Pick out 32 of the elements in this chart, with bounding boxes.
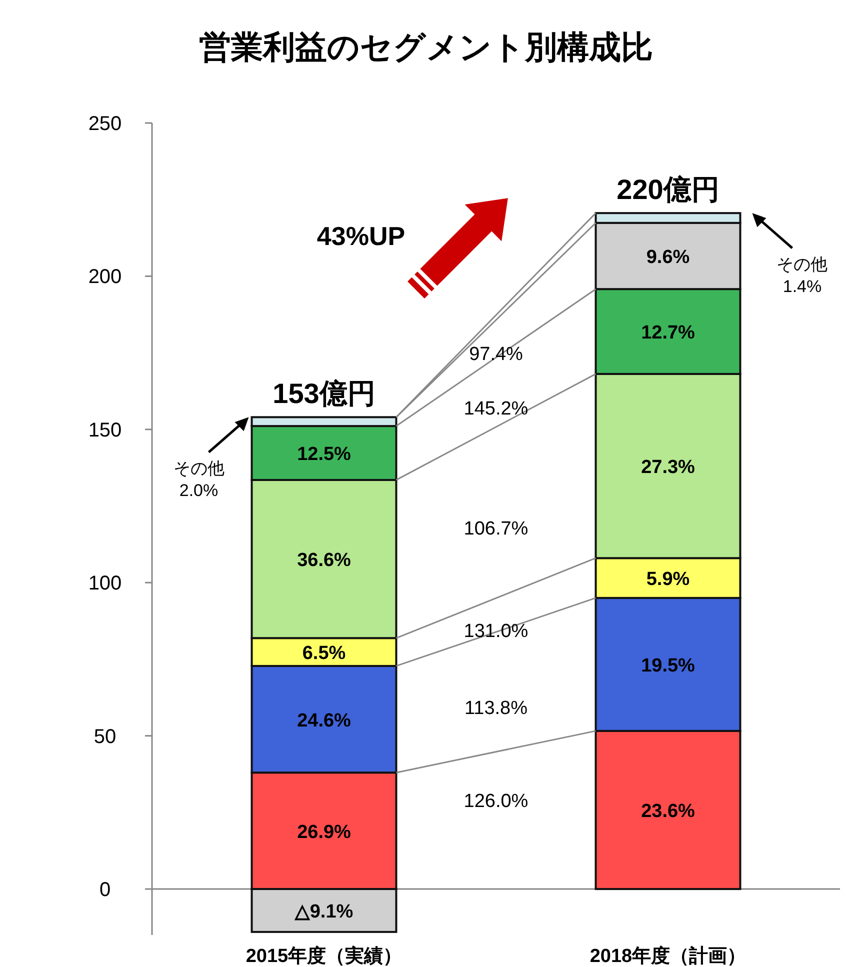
y-tick-label: 0 xyxy=(99,879,111,902)
x-tick-label: 2015年度（実績） xyxy=(246,945,402,967)
annotation: その他 1.4% xyxy=(776,255,828,296)
annotation: 153億円 xyxy=(272,378,376,410)
annotation: 131.0% xyxy=(464,621,528,642)
annotation: 43%UP xyxy=(316,221,406,251)
annotation: 27.3% xyxy=(641,457,696,478)
y-tick-label: 50 xyxy=(94,726,116,748)
annotation: 12.5% xyxy=(297,444,352,466)
y-tick-label: 100 xyxy=(88,572,122,595)
annotation: 106.7% xyxy=(464,518,528,540)
annotation: 5.9% xyxy=(646,569,690,590)
annotation: 145.2% xyxy=(464,398,528,420)
annotation: 97.4% xyxy=(469,344,524,366)
annotation: 9.6% xyxy=(646,246,690,268)
annotation: その他 2.0% xyxy=(173,459,224,500)
annotation: 26.9% xyxy=(297,822,352,843)
annotation: 36.6% xyxy=(297,550,352,572)
x-tick-label: 2018年度（計画） xyxy=(590,945,746,967)
annotation: △9.1% xyxy=(294,901,354,922)
y-tick-label: 200 xyxy=(88,266,122,288)
annotation: 126.0% xyxy=(464,790,528,812)
annotation: 24.6% xyxy=(297,710,352,732)
annotation: 113.8% xyxy=(464,698,528,719)
chart-title: 営業利益のセグメント別構成比 xyxy=(199,29,653,65)
annotation: 19.5% xyxy=(641,655,696,676)
annotation: 12.7% xyxy=(641,322,696,344)
y-tick-label: 150 xyxy=(88,419,122,442)
annotation: 6.5% xyxy=(302,643,346,664)
y-tick-label: 250 xyxy=(88,113,122,135)
annotation: 220億円 xyxy=(616,174,720,206)
annotation: 23.6% xyxy=(641,800,696,822)
